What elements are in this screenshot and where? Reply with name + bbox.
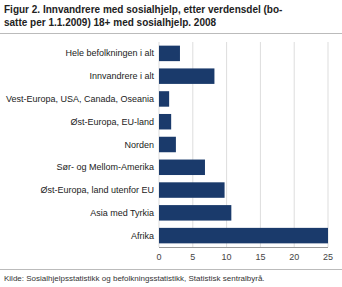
category-label: Hele befolkningen i alt [65, 48, 154, 58]
bar [159, 137, 176, 152]
category-label: Øst-Europa, land utenfor EU [40, 185, 154, 195]
page: {"chart_data": {"type": "bar", "orientat… [0, 0, 342, 287]
bar [159, 114, 171, 129]
bar [159, 68, 214, 83]
category-label: Afrika [131, 231, 154, 241]
bar [159, 46, 180, 61]
x-axis-line [159, 247, 328, 248]
bar [159, 205, 231, 220]
category-label: Asia med Tyrkia [90, 208, 154, 218]
category-label: Sør- og Mellom-Amerika [56, 162, 154, 172]
grid-line [328, 42, 329, 247]
tick-label: 5 [190, 252, 195, 262]
grid [159, 42, 328, 247]
tick-label: 10 [222, 252, 232, 262]
subtitle: satte per 1.1.2009) 18+ med sosialhjelp.… [4, 17, 217, 28]
tick-label: 25 [323, 252, 333, 262]
chart: Figur 2. Innvandrere med sosialhjelp, et… [0, 0, 342, 287]
bars [159, 46, 328, 244]
separator [0, 33, 342, 34]
category-label: Vest-Europa, USA, Canada, Oseania [6, 94, 154, 104]
tick-label: 15 [255, 252, 265, 262]
bar [159, 182, 225, 197]
bar [159, 91, 169, 106]
category-label: Norden [124, 140, 154, 150]
source: Kilde: Sosialhjelpsstatistikk og befolkn… [4, 274, 265, 283]
grid-line [294, 42, 295, 247]
tick-label: 0 [156, 252, 161, 262]
bar [159, 160, 205, 175]
separator [0, 269, 342, 270]
grid-line [260, 42, 261, 247]
title: Figur 2. Innvandrere med sosialhjelp, et… [4, 4, 282, 15]
tick-label: 20 [289, 252, 299, 262]
x-axis-ticks: 0 5 10 15 20 25 [156, 252, 333, 262]
category-label: Øst-Europa, EU-land [70, 117, 154, 127]
category-label: Innvandrere i alt [89, 71, 154, 81]
bar [159, 228, 328, 243]
y-axis-labels: Afrika Asia med Tyrkia Øst-Europa, land ut… [6, 48, 155, 240]
